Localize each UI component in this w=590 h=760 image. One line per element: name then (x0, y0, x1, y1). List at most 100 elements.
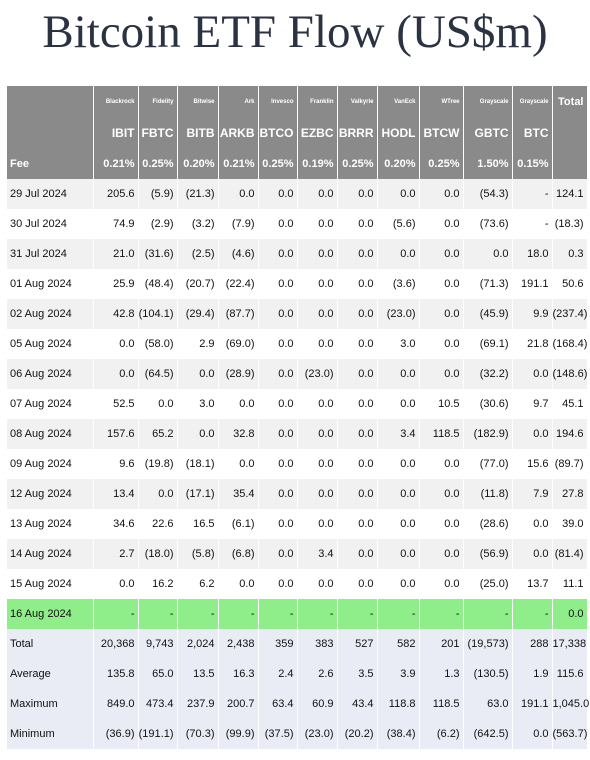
row-date: 09 Aug 2024 (7, 449, 94, 479)
summary-value: (38.4) (377, 719, 420, 749)
flow-value: 0.0 (337, 419, 378, 449)
row-date: 01 Aug 2024 (7, 269, 94, 299)
ticker-label: ARKB (218, 117, 259, 148)
issuer-label: Franklin (297, 86, 338, 117)
issuer-label: Ark (218, 86, 259, 117)
header-corner-cell (7, 86, 94, 117)
flow-value: 0.0 (377, 389, 420, 419)
flow-value: (18.0) (138, 539, 178, 569)
flow-value: 0.3 (552, 239, 588, 269)
table-row: 12 Aug 2024 13.4 0.0 (17.1) 35.4 0.0 0.0 0.0 0.0… (7, 479, 588, 509)
summary-value: 13.5 (177, 659, 219, 689)
summary-value: 63.4 (258, 689, 298, 719)
summary-value: 16.3 (218, 659, 259, 689)
flow-value: 32.8 (218, 419, 259, 449)
issuer-label: Invesco (258, 86, 298, 117)
flow-value: 0.0 (419, 509, 464, 539)
flow-value: 0.0 (297, 239, 338, 269)
flow-value: (21.3) (177, 179, 219, 209)
page-title: Bitcoin ETF Flow (US$m) (42, 6, 548, 58)
row-date: 29 Jul 2024 (7, 179, 94, 209)
flow-value: 25.9 (93, 269, 139, 299)
flow-value: (5.6) (377, 209, 420, 239)
flow-value: - (463, 599, 513, 629)
flow-value: (23.0) (377, 299, 420, 329)
summary-value: (130.5) (463, 659, 513, 689)
flow-value: (69.0) (218, 329, 259, 359)
issuer-label: WTree (419, 86, 464, 117)
table-row: 02 Aug 2024 42.8 (104.1) (29.4) (87.7) 0.0 0.0… (7, 299, 588, 329)
flow-value: - (377, 599, 420, 629)
flow-value: 0.0 (419, 359, 464, 389)
header-total-label: Total (552, 86, 588, 117)
flow-value: (20.7) (177, 269, 219, 299)
summary-value: (191.1) (138, 719, 178, 749)
flow-value: 0.0 (512, 509, 553, 539)
flow-value: (64.5) (138, 359, 178, 389)
summary-value: 63.0 (463, 689, 513, 719)
flow-value: 157.6 (93, 419, 139, 449)
issuer-label: Bitwise (177, 86, 219, 117)
summary-value: 237.9 (177, 689, 219, 719)
flow-value: (19.8) (138, 449, 178, 479)
summary-value: (6.2) (419, 719, 464, 749)
flow-value: 11.1 (552, 569, 588, 599)
flow-value: (28.6) (463, 509, 513, 539)
flow-value: 0.0 (258, 569, 298, 599)
summary-value: 582 (377, 629, 420, 659)
summary-label: Minimum (7, 719, 94, 749)
flow-value: 74.9 (93, 209, 139, 239)
flow-value: 0.0 (463, 239, 513, 269)
ticker-label (552, 117, 588, 148)
flow-value: 0.0 (377, 539, 420, 569)
etf-flow-table: Blackrock Fidelity Bitwise Ark Invesco Frankl… (7, 86, 589, 749)
flow-value: (28.9) (218, 359, 259, 389)
flow-value: 21.8 (512, 329, 553, 359)
fee-value: 0.21% (93, 148, 139, 179)
table-row: 29 Jul 2024 205.6 (5.9) (21.3) 0.0 0.0 0.0 0.0 0… (7, 179, 588, 209)
summary-value: 527 (337, 629, 378, 659)
summary-row: Maximum 849.0 473.4 237.9 200.7 63.4 60.9 43.4 1… (7, 689, 589, 719)
summary-value: (19,573) (463, 629, 513, 659)
row-date: 30 Jul 2024 (7, 209, 94, 239)
flow-value: (48.4) (138, 269, 178, 299)
flow-value: (2.5) (177, 239, 219, 269)
flow-value: (31.6) (138, 239, 178, 269)
table-row: 08 Aug 2024 157.6 65.2 0.0 32.8 0.0 0.0 0.0 3.4 1… (7, 419, 588, 449)
summary-value: 473.4 (138, 689, 178, 719)
flow-value: 0.0 (419, 239, 464, 269)
header-ticker-row: IBIT FBTC BITB ARKB BTCO EZBC BRRR HODL BTCW GBTC… (7, 117, 588, 148)
summary-value: 200.7 (218, 689, 259, 719)
flow-value: 13.4 (93, 479, 139, 509)
flow-value: 0.0 (337, 479, 378, 509)
flow-value: - (512, 179, 553, 209)
flow-value: 0.0 (377, 179, 420, 209)
flow-value: 0.0 (419, 299, 464, 329)
flow-value: 0.0 (419, 179, 464, 209)
issuer-label: Fidelity (138, 86, 178, 117)
flow-value: 0.0 (93, 329, 139, 359)
flow-value: - (337, 599, 378, 629)
flow-value: 65.2 (138, 419, 178, 449)
flow-value: 16.2 (138, 569, 178, 599)
summary-value: 359 (258, 629, 298, 659)
summary-value: 201 (419, 629, 464, 659)
flow-value: - (512, 209, 553, 239)
issuer-label: Valkyrie (337, 86, 378, 117)
summary-value: 2.4 (258, 659, 298, 689)
flow-value: 0.0 (377, 479, 420, 509)
flow-value: - (218, 599, 259, 629)
row-date: 13 Aug 2024 (7, 509, 94, 539)
header-blank-cell (7, 117, 94, 148)
flow-value: 34.6 (93, 509, 139, 539)
flow-value: (237.4) (552, 299, 588, 329)
flow-value: 0.0 (258, 329, 298, 359)
flow-value: 0.0 (419, 329, 464, 359)
ticker-label: HODL (377, 117, 420, 148)
ticker-label: FBTC (138, 117, 178, 148)
fee-value: 0.15% (512, 148, 553, 179)
flow-value: (23.0) (297, 359, 338, 389)
flow-value: 0.0 (512, 419, 553, 449)
ticker-label: BTCW (419, 117, 464, 148)
summary-value: 383 (297, 629, 338, 659)
